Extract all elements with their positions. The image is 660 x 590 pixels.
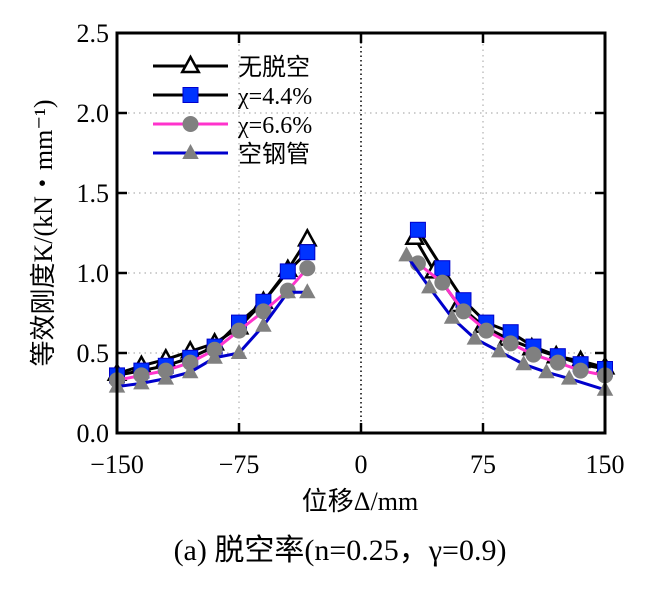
data-point-triangle (466, 329, 484, 345)
legend-label: 空钢管 (238, 141, 310, 168)
y-tick-label: 1.5 (77, 179, 110, 208)
data-point-triangle (206, 348, 223, 364)
data-point-triangle (181, 363, 199, 379)
legend-item: χ=6.6% (153, 113, 312, 139)
data-point-circle (572, 362, 589, 379)
y-tick-labels: 0.0 0.5 1.0 1.5 2.0 2.5 (77, 19, 110, 448)
legend: 无脱空 χ=4.4% χ=6.6%空钢管 (153, 54, 312, 168)
x-tick-label: −150 (90, 450, 144, 479)
data-point-triangle (560, 369, 578, 385)
y-axis-label: 等效刚度K/(kN・mm⁻¹) (29, 99, 58, 366)
data-point-triangle-open (296, 227, 318, 247)
y-tick-label: 0.5 (77, 339, 110, 368)
series-layer (106, 221, 616, 396)
data-point-triangle (421, 278, 438, 294)
data-point-triangle (133, 374, 150, 390)
data-point-square (434, 260, 451, 277)
data-point-triangle (299, 283, 316, 299)
data-point-triangle (398, 246, 415, 262)
data-point-circle (525, 346, 542, 363)
legend-item: χ=4.4% (153, 84, 312, 110)
legend-item: 无脱空 (153, 54, 310, 81)
series-3 (108, 246, 614, 396)
data-point-triangle (515, 355, 532, 371)
data-point-circle (182, 116, 199, 132)
legend-item: 空钢管 (153, 141, 310, 168)
data-point-square (182, 87, 199, 103)
data-point-square (279, 263, 296, 280)
y-tick-label: 0.0 (77, 419, 110, 448)
x-tick-label: 75 (470, 450, 496, 479)
x-tick-labels: −150 −75 0 75 150 (90, 450, 624, 479)
x-axis-label: 位移Δ/mm (302, 487, 418, 516)
data-point-triangle (255, 316, 272, 332)
data-point-circle (478, 322, 495, 339)
data-point-triangle (157, 369, 175, 385)
figure-caption: (a) 脱空率(n=0.25，γ=0.9) (174, 534, 507, 567)
data-point-circle (255, 303, 272, 320)
data-point-circle (182, 354, 199, 371)
data-point-triangle (443, 308, 461, 324)
x-tick-label: −75 (219, 450, 260, 479)
data-point-triangle (538, 363, 555, 379)
legend-label: 无脱空 (238, 54, 310, 81)
data-point-triangle (491, 342, 508, 358)
x-tick-label: 150 (586, 450, 625, 479)
data-point-circle (231, 322, 247, 339)
data-point-triangle (279, 283, 297, 299)
data-point-triangle-open (180, 54, 201, 74)
data-point-square (409, 221, 426, 238)
axis-ticks (115, 31, 607, 435)
data-point-circle (549, 354, 566, 371)
data-point-circle (299, 260, 316, 277)
grid (117, 33, 605, 433)
y-tick-label: 1.0 (77, 259, 110, 288)
data-point-square (299, 244, 316, 261)
y-tick-label: 2.5 (77, 19, 110, 48)
data-point-circle (455, 303, 472, 320)
y-tick-label: 2.0 (77, 99, 110, 128)
legend-label: χ=4.4% (237, 84, 312, 110)
x-tick-label: 0 (355, 450, 368, 479)
data-point-circle (502, 335, 519, 352)
data-point-circle (434, 274, 451, 291)
data-point-triangle (182, 144, 199, 159)
legend-label: χ=6.6% (237, 113, 312, 139)
data-point-triangle (230, 344, 248, 359)
